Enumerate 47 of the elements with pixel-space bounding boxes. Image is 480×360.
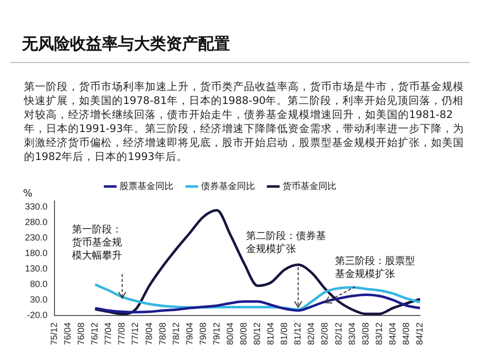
y-tick-label: 130.0 — [24, 264, 48, 274]
chart-title: 无风险收益率与大类资产配置 — [22, 34, 230, 55]
x-tick-label: 81/12 — [292, 322, 303, 346]
x-tick-label: 78/04 — [144, 322, 154, 346]
x-tick-label: 83/12 — [374, 322, 384, 346]
x-tick-label: 80/08 — [238, 322, 249, 346]
legend-label: 货币基金同比 — [282, 180, 336, 191]
x-tick-label: 76/08 — [76, 322, 86, 346]
x-tick-label: 75/12 — [49, 322, 60, 346]
x-tick-label: 81/04 — [266, 322, 276, 346]
x-tick-label: 83/08 — [360, 322, 370, 346]
x-tick-label: 84/04 — [387, 322, 398, 346]
y-tick-label: 330.0 — [24, 202, 48, 212]
x-tick-label: 84/08 — [400, 322, 411, 346]
x-tick-label: 78/08 — [157, 322, 168, 346]
annotation: 第二阶段：债券基金规模扩张 — [246, 230, 326, 255]
x-tick-label: 82/04 — [306, 322, 316, 346]
annotation: 第三阶段：股票型基金规模扩张 — [335, 255, 416, 280]
chart-subtitle: 第一阶段，货币市场利率加速上升，货币类产品收益率高，货币市场是牛市，货币基金规模快速扩展，如美国的1978-81年，日本的1988-90年。第二阶段，利率开始见顶回落，仍相对较高，经济增长继续回落，债市开始走牛，债券基金规模增速回升，如美国的1981-82年，日本的1991-93年。第三阶段，经济增速下降降低资金需求，带动利率进一步下降，为刺激经济货币偏松，经济增速即将见底，股市开始启动，股票型基金规模开始扩张，如美国的1982年后，日本的1993年后。 — [24, 80, 464, 164]
y-tick-label: 30.0 — [30, 294, 48, 304]
x-tick-label: 78/12 — [170, 322, 181, 346]
x-tick-label: 76/12 — [90, 322, 100, 346]
x-tick-label: 79/12 — [211, 322, 222, 346]
annotation: 第一阶段：货币基金规模大幅攀升 — [72, 224, 122, 262]
legend-label: 债券基金同比 — [200, 180, 255, 191]
x-tick-label: 83/04 — [346, 322, 357, 346]
line-series — [94, 209, 422, 316]
x-tick-label: 77/04 — [103, 322, 114, 346]
x-tick-label: 82/08 — [320, 322, 330, 346]
y-tick-label: 180.0 — [24, 248, 48, 258]
x-tick-label: 81/08 — [279, 322, 290, 346]
legend-label: 股票基金同比 — [119, 180, 174, 191]
x-tick-label: 80/04 — [224, 322, 235, 346]
x-tick-label: 76/04 — [62, 322, 73, 346]
x-tick-label: 80/12 — [252, 322, 262, 346]
x-tick-label: 79/08 — [198, 322, 208, 346]
x-tick-label: 84/12 — [414, 322, 424, 346]
y-axis-title: % — [23, 188, 33, 200]
x-tick-label: 82/12 — [333, 322, 344, 346]
y-tick-label: 80.0 — [30, 279, 48, 290]
x-tick-label: 77/12 — [130, 322, 140, 346]
x-tick-label: 77/08 — [116, 322, 127, 346]
line-series — [94, 294, 422, 314]
y-tick-label: 230.0 — [24, 232, 48, 243]
y-tick-label: -20.0 — [27, 310, 48, 320]
x-tick-label: 79/04 — [184, 322, 194, 346]
y-tick-label: 280.0 — [24, 217, 48, 228]
